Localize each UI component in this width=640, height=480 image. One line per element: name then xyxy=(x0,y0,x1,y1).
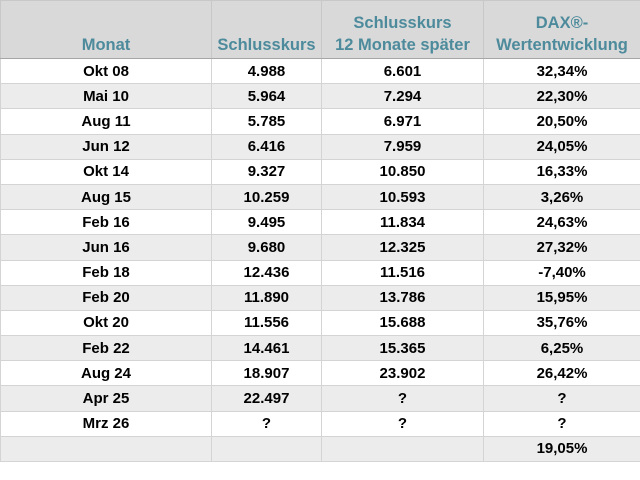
cell-schlusskurs-12m: 12.325 xyxy=(321,234,484,261)
cell-schlusskurs-12m: 7.294 xyxy=(321,83,484,110)
cell-entwicklung: 24,05% xyxy=(483,133,640,160)
cell-schlusskurs: 22.497 xyxy=(211,385,322,412)
cell-entwicklung: 32,34% xyxy=(483,57,640,85)
cell-schlusskurs: 4.988 xyxy=(211,57,322,85)
cell-monat: Okt 20 xyxy=(0,309,212,337)
cell-entwicklung: 22,30% xyxy=(483,83,640,110)
table-row: Feb 18 12.436 11.516 -7,40% xyxy=(0,259,640,286)
cell-monat: Okt 14 xyxy=(0,158,212,185)
cell-schlusskurs: 12.436 xyxy=(211,259,322,286)
table-row: Jun 12 6.416 7.959 24,05% xyxy=(0,133,640,160)
cell-entwicklung: 20,50% xyxy=(483,108,640,135)
cell-schlusskurs-12m: 10.593 xyxy=(321,183,484,211)
table-row: Apr 25 22.497?? xyxy=(0,385,640,412)
cell-monat: Feb 20 xyxy=(0,284,212,311)
table-row: Mai 10 5.964 7.294 22,30% xyxy=(0,83,640,110)
cell-entwicklung: -7,40% xyxy=(483,259,640,286)
cell-schlusskurs-12m: 15.688 xyxy=(321,309,484,337)
cell-schlusskurs-12m: 6.971 xyxy=(321,108,484,135)
cell-monat: Mai 10 xyxy=(0,83,212,110)
table-row: Feb 20 11.890 13.786 15,95% xyxy=(0,284,640,311)
cell-schlusskurs: 6.416 xyxy=(211,133,322,160)
cell-schlusskurs-12m: 15.365 xyxy=(321,335,484,362)
cell-monat: Aug 24 xyxy=(0,360,212,387)
cell-entwicklung: 6,25% xyxy=(483,335,640,362)
header-schlusskurs: Schlusskurs xyxy=(211,0,322,59)
cell-schlusskurs: 5.964 xyxy=(211,83,322,110)
table-row: Feb 16 9.495 11.834 24,63% xyxy=(0,209,640,236)
table-row: Okt 20 11.556 15.688 35,76% xyxy=(0,309,640,337)
header-schlusskurs-12-monate: Schlusskurs 12 Monate später xyxy=(321,0,484,59)
cell-monat: Aug 11 xyxy=(0,108,212,135)
cell-schlusskurs-12m: 13.786 xyxy=(321,284,484,311)
cell-empty xyxy=(0,435,212,463)
cell-schlusskurs: 10.259 xyxy=(211,183,322,211)
header-dax-wertentwicklung: DAX®- Wertentwicklung xyxy=(483,0,640,59)
cell-schlusskurs-12m: 11.516 xyxy=(321,259,484,286)
cell-monat: Feb 18 xyxy=(0,259,212,286)
header-row: Monat Schlusskurs Schlusskurs 12 Monate s… xyxy=(0,0,640,59)
table-row: Aug 24 18.907 23.902 26,42% xyxy=(0,360,640,387)
cell-entwicklung: 27,32% xyxy=(483,234,640,261)
cell-schlusskurs: 14.461 xyxy=(211,335,322,362)
dax-table: Monat Schlusskurs Schlusskurs 12 Monate s… xyxy=(0,0,640,463)
table-row: Okt 08 4.988 6.601 32,34% xyxy=(0,57,640,85)
table-row: Okt 14 9.327 10.850 16,33% xyxy=(0,158,640,185)
cell-entwicklung: 16,33% xyxy=(483,158,640,185)
table-row: Feb 22 14.461 15.365 6,25% xyxy=(0,335,640,362)
cell-schlusskurs: 11.556 xyxy=(211,309,322,337)
cell-entwicklung: 3,26% xyxy=(483,183,640,211)
cell-monat: Feb 22 xyxy=(0,335,212,362)
cell-monat: Aug 15 xyxy=(0,183,212,211)
cell-monat: Okt 08 xyxy=(0,57,212,85)
cell-schlusskurs-12m: 23.902 xyxy=(321,360,484,387)
cell-entwicklung: 35,76% xyxy=(483,309,640,337)
cell-schlusskurs: 9.327 xyxy=(211,158,322,185)
cell-schlusskurs-12m: 11.834 xyxy=(321,209,484,236)
cell-schlusskurs-12m: 7.959 xyxy=(321,133,484,160)
cell-schlusskurs-12m: 10.850 xyxy=(321,158,484,185)
cell-entwicklung: 15,95% xyxy=(483,284,640,311)
cell-schlusskurs: 9.495 xyxy=(211,209,322,236)
cell-monat: Jun 12 xyxy=(0,133,212,160)
cell-monat: Mrz 26 xyxy=(0,410,212,437)
cell-schlusskurs: 11.890 xyxy=(211,284,322,311)
cell-empty xyxy=(321,435,484,463)
cell-entwicklung: 26,42% xyxy=(483,360,640,387)
summary-entwicklung: 19,05% xyxy=(483,435,640,463)
table-row: Aug 15 10.259 10.593 3,26% xyxy=(0,183,640,211)
cell-entwicklung: ? xyxy=(483,410,640,437)
cell-schlusskurs: ? xyxy=(211,410,322,437)
cell-schlusskurs-12m: ? xyxy=(321,385,484,412)
table-row: Mrz 26??? xyxy=(0,410,640,437)
cell-schlusskurs: 5.785 xyxy=(211,108,322,135)
cell-entwicklung: ? xyxy=(483,385,640,412)
cell-monat: Apr 25 xyxy=(0,385,212,412)
summary-row: 19,05% xyxy=(0,435,640,463)
table-row: Jun 16 9.680 12.325 27,32% xyxy=(0,234,640,261)
header-monat: Monat xyxy=(0,0,212,59)
cell-monat: Feb 16 xyxy=(0,209,212,236)
cell-schlusskurs-12m: ? xyxy=(321,410,484,437)
table-row: Aug 11 5.785 6.971 20,50% xyxy=(0,108,640,135)
cell-entwicklung: 24,63% xyxy=(483,209,640,236)
cell-schlusskurs-12m: 6.601 xyxy=(321,57,484,85)
cell-schlusskurs: 9.680 xyxy=(211,234,322,261)
cell-monat: Jun 16 xyxy=(0,234,212,261)
cell-schlusskurs: 18.907 xyxy=(211,360,322,387)
cell-empty xyxy=(211,435,322,463)
